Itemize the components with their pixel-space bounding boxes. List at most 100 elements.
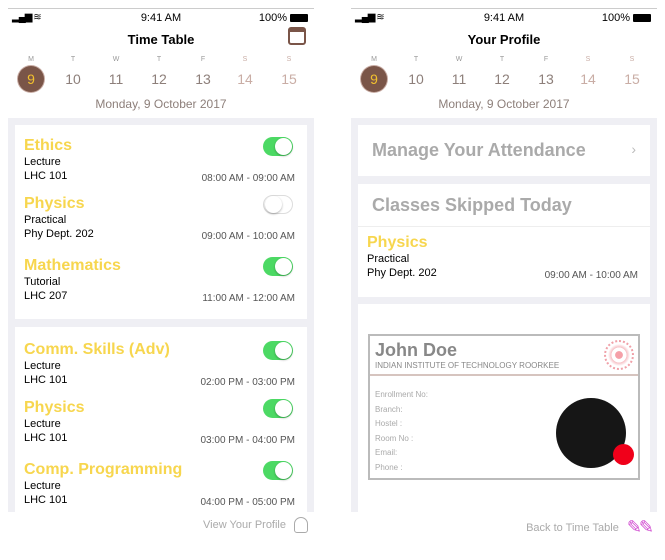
day-number: 14 bbox=[580, 71, 596, 87]
class-card-morning: Ethics Lecture LHC 101 08:00 AM - 09:00 … bbox=[15, 125, 307, 319]
day-number: 12 bbox=[151, 71, 167, 87]
status-dot-icon bbox=[613, 444, 634, 465]
classes-skipped-title: Classes Skipped Today bbox=[372, 195, 572, 215]
id-field-label: Hostel : bbox=[375, 419, 403, 429]
skipped-class-item: Physics Practical Phy Dept. 202 09:00 AM… bbox=[367, 234, 640, 296]
class-time: 11:00 AM - 12:00 AM bbox=[202, 293, 295, 304]
class-room: LHC 101 bbox=[24, 432, 68, 444]
week-strip: M 9 T 10 W 11 T 12 F 13 S 14 S 15 bbox=[8, 56, 314, 98]
id-field-label: Branch: bbox=[375, 404, 403, 414]
battery-level: 100% bbox=[258, 12, 287, 24]
class-time: 03:00 PM - 04:00 PM bbox=[200, 435, 296, 446]
attendance-toggle[interactable] bbox=[263, 195, 293, 214]
manage-attendance-label: Manage Your Attendance bbox=[372, 140, 586, 160]
day-12[interactable]: T 12 bbox=[487, 56, 517, 92]
weekday-letter: T bbox=[70, 56, 76, 63]
weekday-letter: M bbox=[28, 56, 34, 63]
weekday-letter: S bbox=[585, 56, 591, 63]
class-type: Lecture bbox=[24, 360, 61, 372]
day-10[interactable]: T 10 bbox=[58, 56, 88, 92]
class-item: Physics Practical Phy Dept. 202 09:00 AM… bbox=[24, 195, 297, 257]
day-14[interactable]: S 14 bbox=[573, 56, 603, 92]
day-11[interactable]: W 11 bbox=[101, 56, 131, 92]
timetable-screen: ▂▄▆ ≋ 9:41 AM 100% Time Table M 9 T 10 W 11 T 1… bbox=[8, 8, 314, 548]
class-time: 02:00 PM - 03:00 PM bbox=[200, 377, 296, 388]
institute-seal-icon bbox=[604, 340, 634, 370]
class-name: Comm. Skills (Adv) bbox=[24, 341, 170, 358]
id-field-label: Email: bbox=[375, 448, 398, 458]
status-time: 9:41 AM bbox=[483, 12, 525, 24]
id-field-label: Room No : bbox=[375, 433, 414, 443]
class-item: Physics Lecture LHC 101 03:00 PM - 04:00… bbox=[24, 399, 297, 461]
class-name: Ethics bbox=[24, 137, 73, 154]
class-type: Tutorial bbox=[24, 276, 61, 288]
class-item: Comm. Skills (Adv) Lecture LHC 101 02:00… bbox=[24, 341, 297, 403]
manage-attendance-button[interactable]: Manage Your Attendance › bbox=[358, 125, 650, 176]
class-room: LHC 101 bbox=[24, 374, 68, 386]
day-12[interactable]: T 12 bbox=[144, 56, 174, 92]
day-13[interactable]: F 13 bbox=[188, 56, 218, 92]
weekday-letter: S bbox=[242, 56, 248, 63]
day-number: 9 bbox=[18, 66, 44, 92]
class-name: Mathematics bbox=[24, 257, 121, 274]
pencils-icon: ✎✎ bbox=[626, 517, 654, 537]
attendance-toggle[interactable] bbox=[263, 257, 293, 276]
attendance-toggle[interactable] bbox=[263, 461, 293, 480]
id-card: John Doe INDIAN INSTITUTE OF TECHNOLOGY … bbox=[368, 334, 640, 480]
class-item: Comp. Programming Lecture LHC 101 04:00 … bbox=[24, 461, 297, 523]
class-type: Practical bbox=[24, 214, 67, 226]
classes-skipped-card: Classes Skipped Today Physics Practical … bbox=[358, 184, 650, 297]
day-15[interactable]: S 15 bbox=[617, 56, 647, 92]
day-10[interactable]: T 10 bbox=[401, 56, 431, 92]
class-type: Lecture bbox=[24, 480, 61, 492]
class-room: Phy Dept. 202 bbox=[367, 267, 437, 279]
profile-screen: ▂▄▆ ≋ 9:41 AM 100% Your Profile M 9 T 10 W 11… bbox=[351, 8, 657, 548]
day-number: 10 bbox=[408, 71, 424, 87]
student-name: John Doe bbox=[375, 340, 458, 360]
class-room: LHC 101 bbox=[24, 170, 68, 182]
view-profile-label: View Your Profile bbox=[203, 519, 286, 531]
class-card-afternoon: Comm. Skills (Adv) Lecture LHC 101 02:00… bbox=[15, 327, 307, 512]
weekday-letter: M bbox=[371, 56, 377, 63]
day-number: 13 bbox=[538, 71, 554, 87]
back-label: Back to Time Table bbox=[526, 521, 619, 534]
page-title: Your Profile bbox=[467, 32, 541, 47]
class-time: 04:00 PM - 05:00 PM bbox=[200, 497, 296, 508]
class-room: LHC 207 bbox=[24, 290, 68, 302]
status-bar: ▂▄▆ ≋ 9:41 AM 100% bbox=[351, 12, 657, 26]
class-type: Lecture bbox=[24, 156, 61, 168]
class-item: Mathematics Tutorial LHC 207 11:00 AM - … bbox=[24, 257, 297, 319]
weekday-letter: T bbox=[499, 56, 505, 63]
attendance-toggle[interactable] bbox=[263, 341, 293, 360]
class-name: Physics bbox=[367, 234, 428, 251]
id-field-label: Enrollment No: bbox=[375, 390, 428, 399]
day-15[interactable]: S 15 bbox=[274, 56, 304, 92]
day-number: 11 bbox=[108, 71, 124, 87]
attendance-toggle[interactable] bbox=[263, 137, 293, 156]
weekday-letter: S bbox=[629, 56, 635, 63]
day-14[interactable]: S 14 bbox=[230, 56, 260, 92]
class-name: Comp. Programming bbox=[24, 461, 183, 478]
back-to-timetable-button[interactable]: Back to Time Table ✎✎ bbox=[526, 517, 654, 538]
selected-date: Monday, 9 October 2017 bbox=[438, 97, 570, 111]
battery-level: 100% bbox=[601, 12, 630, 24]
status-bar: ▂▄▆ ≋ 9:41 AM 100% bbox=[8, 12, 314, 26]
day-number: 12 bbox=[494, 71, 510, 87]
signal-wifi-icon: ▂▄▆ ≋ bbox=[12, 12, 42, 23]
class-time: 09:00 AM - 10:00 AM bbox=[201, 231, 295, 242]
day-number: 14 bbox=[237, 71, 253, 87]
day-11[interactable]: W 11 bbox=[444, 56, 474, 92]
day-number: 11 bbox=[451, 71, 467, 87]
day-number: 15 bbox=[281, 71, 297, 87]
user-icon bbox=[294, 517, 308, 533]
day-13[interactable]: F 13 bbox=[531, 56, 561, 92]
class-name: Physics bbox=[24, 195, 85, 212]
view-profile-button[interactable]: View Your Profile bbox=[203, 517, 308, 533]
weekday-letter: W bbox=[112, 56, 120, 63]
attendance-toggle[interactable] bbox=[263, 399, 293, 418]
calendar-icon[interactable] bbox=[288, 27, 306, 45]
battery-icon bbox=[290, 14, 308, 23]
day-number: 15 bbox=[624, 71, 640, 87]
